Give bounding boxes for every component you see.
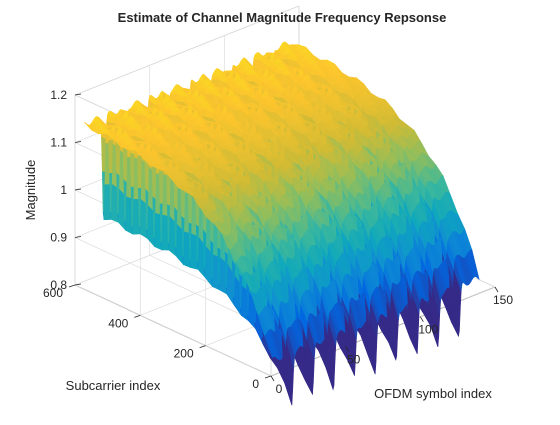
surface-patch (310, 70, 318, 74)
surface-patch (275, 71, 283, 74)
surface-patch (212, 75, 220, 80)
surface-patch (319, 60, 327, 61)
surface-patch (199, 107, 207, 109)
surface-patch (128, 129, 136, 136)
surface-patch (227, 126, 235, 133)
surface-patch (157, 146, 165, 153)
surface-patch (247, 74, 255, 81)
surface-patch (205, 91, 213, 94)
